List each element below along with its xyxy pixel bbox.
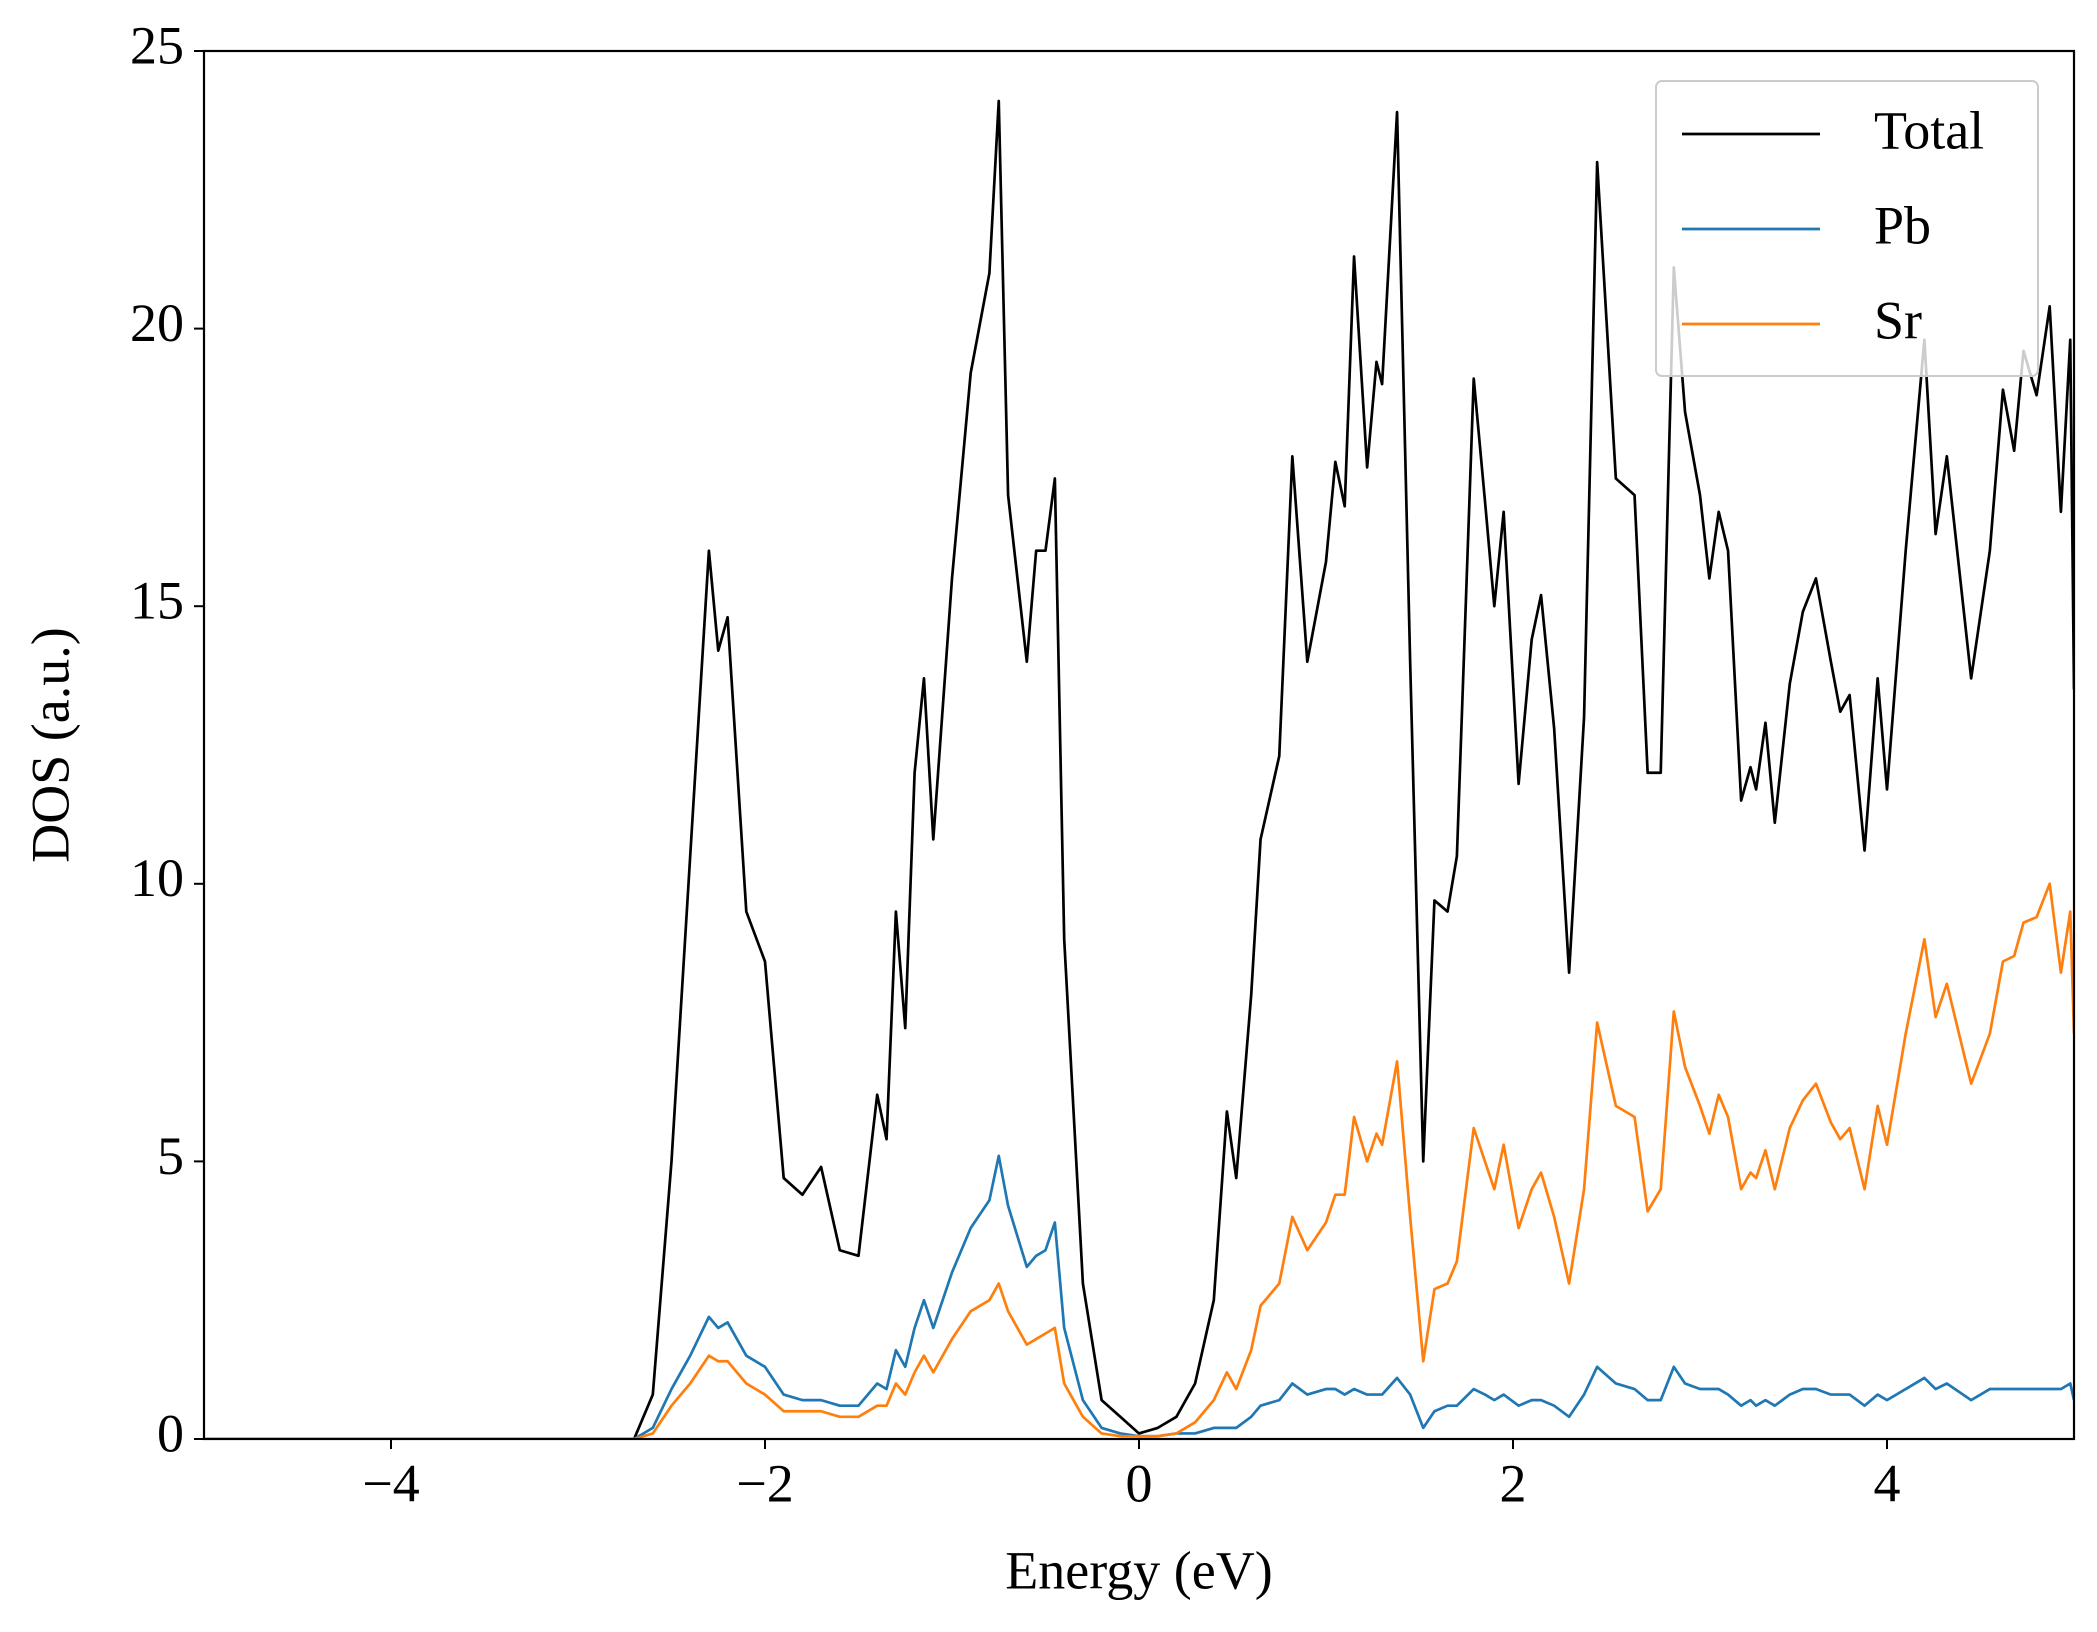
x-axis-label: Energy (eV) [1005, 1540, 1272, 1600]
series-line [204, 99, 2074, 1439]
y-tick-label: 15 [130, 571, 184, 631]
y-tick-label: 25 [130, 15, 184, 75]
legend-box [1655, 80, 2039, 377]
legend-label: Pb [1874, 195, 1931, 255]
x-tick-label: 2 [1500, 1453, 1527, 1513]
x-tick-label: 4 [1874, 1453, 1901, 1513]
x-tick-label: 0 [1126, 1453, 1153, 1513]
y-tick-label: 20 [130, 293, 184, 353]
legend-label: Sr [1874, 290, 1922, 350]
legend-label: Total [1874, 100, 1984, 160]
series-line [204, 1154, 2074, 1439]
y-tick-label: 10 [130, 848, 184, 908]
y-tick-label: 5 [157, 1126, 184, 1186]
x-tick-label: −2 [736, 1453, 793, 1513]
series-line [204, 882, 2074, 1439]
x-tick-label: −4 [362, 1453, 419, 1513]
y-axis-label: DOS (a.u.) [20, 627, 80, 862]
y-tick-label: 0 [157, 1403, 184, 1463]
plot-lines [204, 99, 2074, 1439]
